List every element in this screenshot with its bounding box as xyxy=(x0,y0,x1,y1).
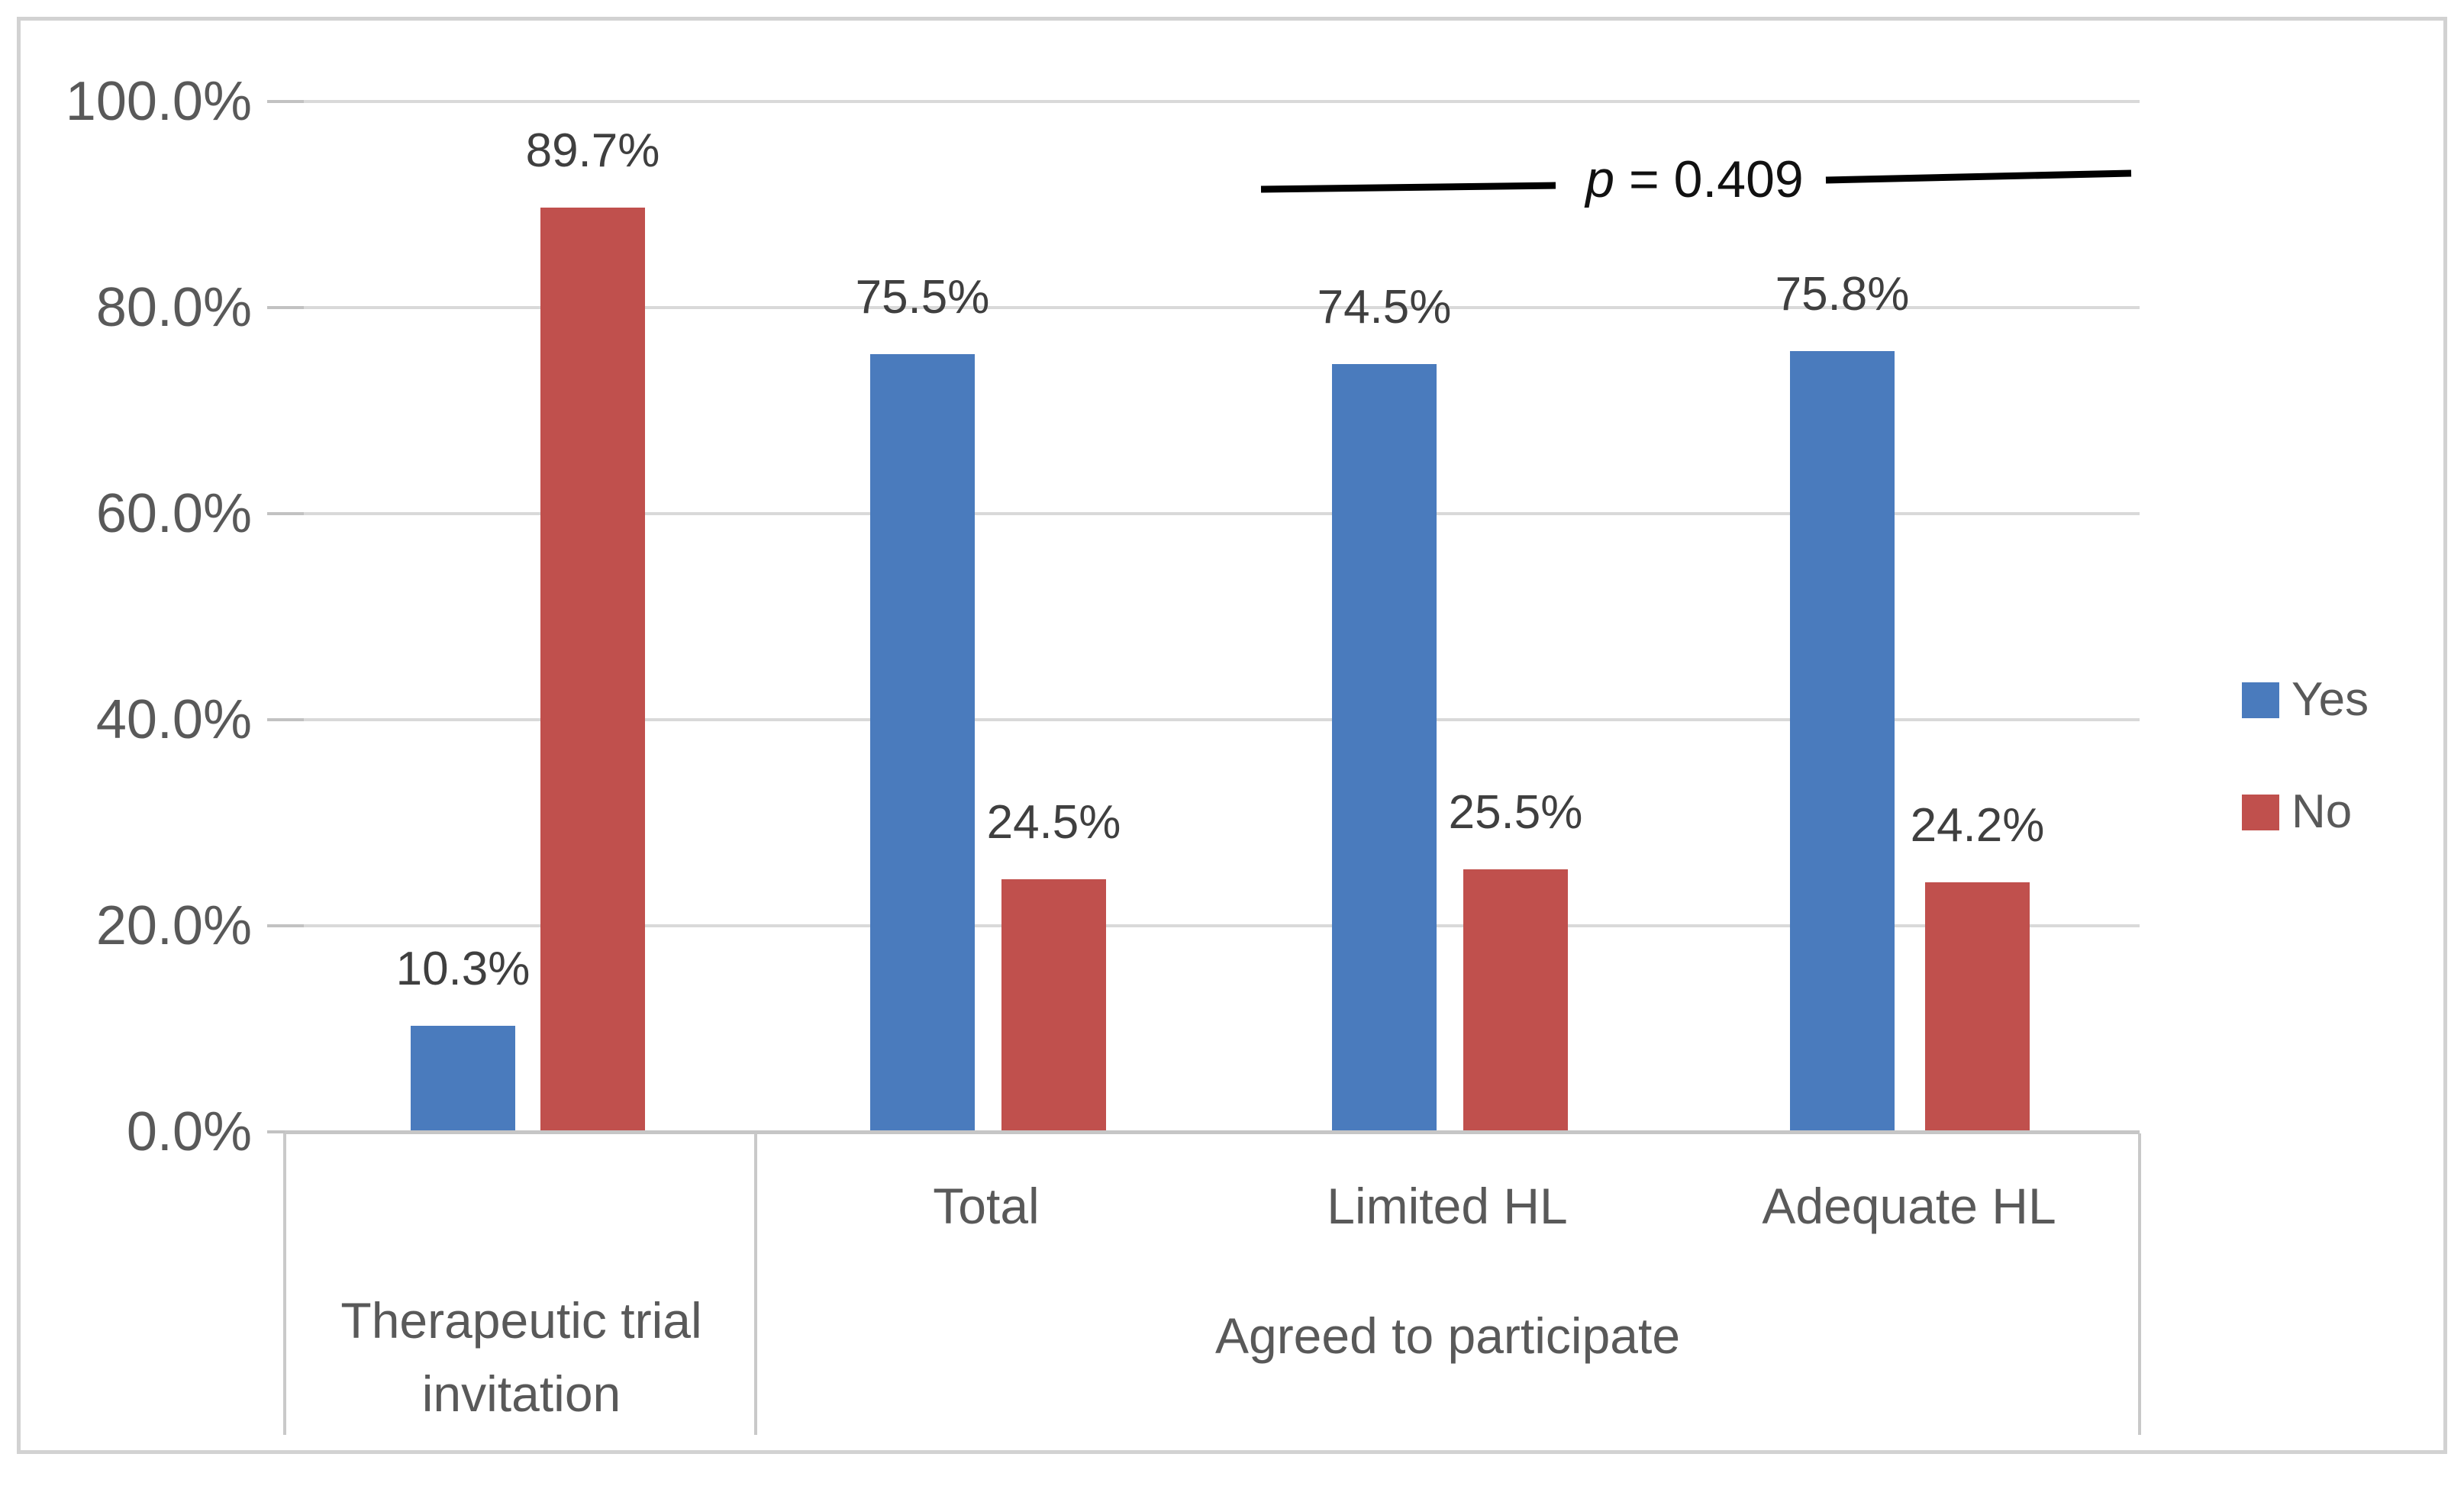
y-axis-tick-60 xyxy=(267,512,304,515)
gridline-20 xyxy=(304,924,2140,927)
y-axis-tick-20 xyxy=(267,924,304,927)
category-label-adequate-hl: Adequate HL xyxy=(1762,1178,2056,1234)
category-divider-2 xyxy=(2138,1133,2141,1435)
gridline-60 xyxy=(304,512,2140,515)
data-label-yes-0: 10.3% xyxy=(395,943,531,995)
data-label-no-1: 24.5% xyxy=(986,796,1121,849)
category-label-total: Total xyxy=(933,1178,1040,1234)
category-label-therapeutic-trial-invitation: Therapeutic trial invitation xyxy=(340,1292,702,1422)
y-axis-label-80: 80.0% xyxy=(95,277,252,338)
y-axis-tick-100 xyxy=(267,100,304,103)
p-value-text: p = 0.409 xyxy=(1504,145,1885,214)
p-value-bracket-line xyxy=(1260,169,2132,193)
bar-no-0 xyxy=(540,208,645,1132)
x-axis-line xyxy=(285,1130,2140,1134)
legend-swatch-yes xyxy=(2242,682,2279,718)
bar-yes-2 xyxy=(1332,364,1437,1132)
category-group-label-agreed-to-participate: Agreed to participate xyxy=(1214,1307,1681,1364)
data-label-no-3: 24.2% xyxy=(1910,799,2045,852)
gridline-100 xyxy=(304,100,2140,103)
data-label-yes-2: 74.5% xyxy=(1317,281,1452,334)
p-value: = 0.409 xyxy=(1614,150,1804,208)
data-label-yes-1: 75.5% xyxy=(855,271,990,324)
legend-swatch-no xyxy=(2242,794,2279,830)
bar-yes-3 xyxy=(1790,351,1895,1132)
bar-no-1 xyxy=(1001,879,1106,1132)
y-axis-label-100: 100.0% xyxy=(65,71,252,132)
bar-yes-0 xyxy=(411,1026,515,1132)
gridline-80 xyxy=(304,306,2140,309)
chart-outer-border xyxy=(17,17,2447,1454)
data-label-no-2: 25.5% xyxy=(1448,786,1583,839)
gridline-40 xyxy=(304,718,2140,721)
bar-no-3 xyxy=(1925,882,2030,1132)
legend-item-yes: Yes xyxy=(2242,676,2369,724)
y-axis-label-60: 60.0% xyxy=(95,483,252,544)
bar-no-2 xyxy=(1463,869,1568,1132)
y-axis-tick-40 xyxy=(267,718,304,721)
legend-item-no: No xyxy=(2242,788,2352,836)
bar-yes-1 xyxy=(870,354,975,1132)
p-symbol: p xyxy=(1585,150,1615,208)
data-label-yes-3: 75.8% xyxy=(1775,268,1910,321)
y-axis-label-20: 20.0% xyxy=(95,895,252,956)
y-axis-label-0: 0.0% xyxy=(126,1101,252,1162)
y-axis-label-40: 40.0% xyxy=(95,689,252,750)
legend-label-yes: Yes xyxy=(2291,673,2369,726)
category-divider-0 xyxy=(283,1133,286,1435)
y-axis-tick-80 xyxy=(267,306,304,309)
data-label-no-0: 89.7% xyxy=(525,124,660,177)
category-divider-1 xyxy=(754,1133,757,1435)
p-value-annotation: p = 0.409 xyxy=(1252,137,2153,237)
category-label-limited-hl: Limited HL xyxy=(1327,1178,1568,1234)
legend-label-no: No xyxy=(2291,785,2353,838)
